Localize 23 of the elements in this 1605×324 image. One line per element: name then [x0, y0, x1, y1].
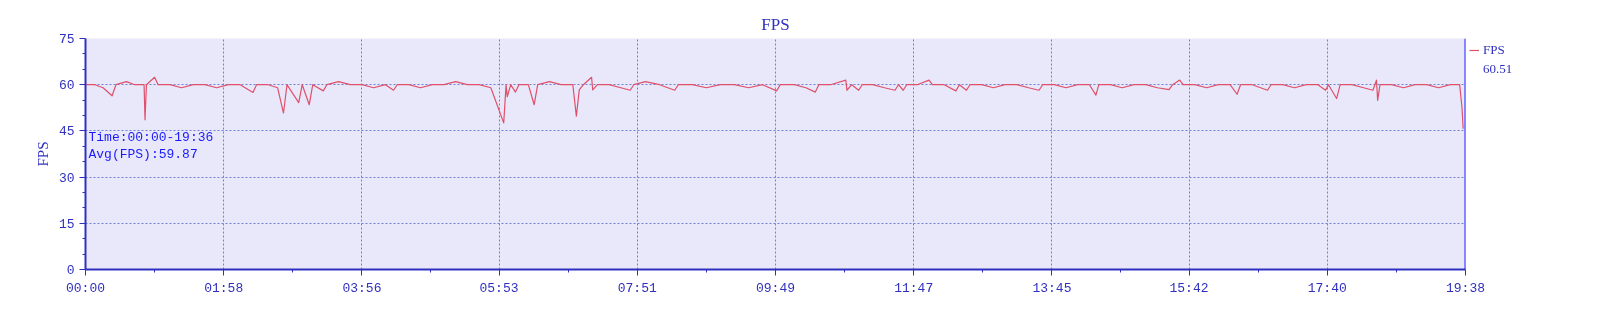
- annotation: Time:00:00-19:36: [88, 129, 214, 145]
- y-tick-label: 30: [58, 170, 75, 186]
- chart-title: FPS: [761, 14, 790, 34]
- x-tick-label: 17:40: [1307, 280, 1347, 296]
- x-tick-label: 15:42: [1169, 280, 1209, 296]
- legend-label: FPS: [1483, 42, 1506, 58]
- y-tick-label: 15: [58, 216, 75, 232]
- text: 60.51: [1483, 61, 1514, 77]
- x-tick-label: 19:38: [1446, 280, 1486, 296]
- x-tick-label: 03:56: [342, 280, 382, 296]
- x-tick-label: 11:47: [894, 280, 934, 296]
- y-tick-label: 60: [58, 78, 75, 94]
- x-tick-label: 13:45: [1032, 280, 1072, 296]
- x-tick-label: 05:53: [479, 280, 519, 296]
- x-tick-label: 01:58: [204, 280, 244, 296]
- y-axis-title: FPS: [34, 141, 51, 167]
- y-tick-label: 75: [58, 32, 75, 47]
- x-tick-label: 07:51: [617, 280, 657, 296]
- annotation: Avg(FPS):59.87: [88, 146, 198, 162]
- x-tick-label: 00:00: [66, 280, 106, 296]
- y-tick-label: 0: [66, 263, 75, 278]
- y-tick-label: 45: [58, 124, 75, 140]
- x-tick-label: 09:49: [756, 280, 796, 296]
